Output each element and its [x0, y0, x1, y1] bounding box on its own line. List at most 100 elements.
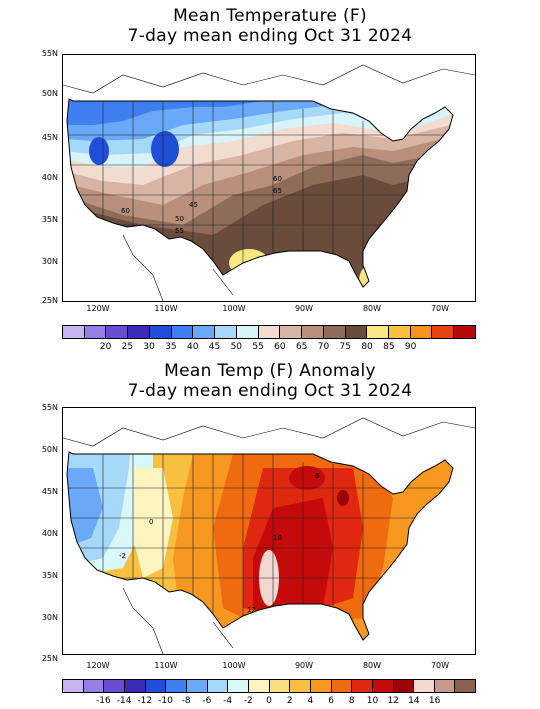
- colorbar-label: 90: [404, 342, 417, 352]
- colorbar-swatch: [323, 326, 346, 338]
- colorbar-swatch: [186, 680, 208, 692]
- colorbar-label: 40: [187, 342, 199, 352]
- colorbar-label: 65: [295, 342, 308, 352]
- colorbar-swatch: [104, 680, 125, 692]
- colorbar-swatch: [280, 326, 303, 338]
- panel2-lon-label: 120W: [86, 661, 110, 670]
- colorbar-swatch: [207, 680, 229, 692]
- colorbar-label: -8: [181, 696, 191, 706]
- colorbar-swatch: [84, 326, 107, 338]
- panel2-title-line1: Mean Temp (F) Anomaly: [164, 361, 376, 381]
- colorbar-label: 16: [428, 696, 441, 706]
- colorbar-label: 2: [286, 696, 293, 706]
- panel1-lat-label: 50N: [41, 89, 58, 98]
- panel2-lat-label: 30N: [41, 613, 58, 622]
- colorbar-swatch: [432, 326, 455, 338]
- contour-label: 45: [189, 201, 198, 209]
- contour-label: 10: [273, 534, 282, 542]
- panel2-lon-label: 80W: [362, 661, 382, 670]
- panel2-lat-label: 35N: [41, 571, 58, 580]
- colorbar-swatch: [290, 680, 311, 692]
- colorbar-label: 45: [208, 342, 221, 352]
- panel1-title-line2: 7-day mean ending Oct 31 2024: [127, 26, 413, 46]
- colorbar-label: -6: [202, 696, 212, 706]
- colorbar-label: 10: [366, 696, 379, 706]
- panel2-map-svg: 6 10 12 0 -2: [63, 408, 475, 654]
- contour-label: 65: [273, 187, 282, 195]
- colorbar-label: 55: [252, 342, 264, 352]
- colorbar-swatch: [228, 680, 249, 692]
- colorbar-label: 20: [99, 342, 112, 352]
- colorbar-label: 0: [266, 696, 272, 706]
- colorbar-label: 14: [408, 696, 420, 706]
- colorbar-label: 80: [361, 342, 373, 352]
- colorbar-label: 35: [165, 342, 177, 352]
- panel1-lat-label: 30N: [41, 257, 58, 266]
- panel1-temperature-map: 60 65 45 50 55 60: [62, 54, 476, 302]
- colorbar-swatch: [149, 326, 172, 338]
- panel1-colorbar: [62, 325, 476, 339]
- colorbar-label: -12: [137, 696, 153, 706]
- colorbar-label: 8: [348, 696, 355, 706]
- colorbar-label: 85: [383, 342, 395, 352]
- colorbar-swatch: [106, 326, 129, 338]
- contour-label: 50: [175, 215, 184, 223]
- colorbar-label: 70: [317, 342, 330, 352]
- panel1-lon-label: 120W: [86, 304, 110, 313]
- colorbar-swatch: [389, 326, 411, 338]
- colorbar-swatch: [145, 680, 167, 692]
- colorbar-swatch: [345, 326, 368, 338]
- contour-label: 12: [247, 606, 256, 614]
- colorbar-swatch: [372, 680, 394, 692]
- colorbar-swatch: [455, 680, 476, 692]
- colorbar-swatch: [302, 326, 324, 338]
- colorbar-label: -2: [243, 696, 253, 706]
- colorbar-label: 50: [230, 342, 243, 352]
- panel1-lon-label: 90W: [294, 304, 314, 313]
- panel2-title-line2: 7-day mean ending Oct 31 2024: [127, 381, 413, 401]
- colorbar-swatch: [269, 680, 291, 692]
- colorbar-swatch: [352, 680, 373, 692]
- colorbar-swatch: [434, 680, 456, 692]
- panel2-lat-label: 45N: [41, 487, 58, 496]
- panel2-lat-label: 40N: [41, 529, 58, 538]
- colorbar-swatch: [83, 680, 105, 692]
- panel1-lat-label: 25N: [41, 296, 58, 305]
- colorbar-swatch: [166, 680, 187, 692]
- panel2-lon-label: 110W: [154, 661, 178, 670]
- panel2-lat-label: 55N: [41, 403, 58, 412]
- contour-label: 55: [175, 227, 184, 235]
- colorbar-swatch: [248, 680, 270, 692]
- colorbar-label: 6: [328, 696, 334, 706]
- panel1-lon-label: 80W: [362, 304, 382, 313]
- panel1-lat-label: 35N: [41, 215, 58, 224]
- panel1-lat-label: 55N: [41, 49, 58, 58]
- colorbar-label: -14: [116, 696, 132, 706]
- colorbar-label: 12: [387, 696, 399, 706]
- colorbar-swatch: [410, 326, 433, 338]
- colorbar-swatch: [171, 326, 194, 338]
- panel1-lat-label: 45N: [41, 133, 58, 142]
- colorbar-swatch: [454, 326, 475, 338]
- colorbar-swatch: [193, 326, 216, 338]
- colorbar-label: -10: [158, 696, 173, 706]
- panel2-lat-label: 25N: [41, 654, 58, 663]
- colorbar-swatch: [124, 680, 146, 692]
- panel2-anomaly-map: 6 10 12 0 -2: [62, 407, 476, 655]
- contour-label: -2: [119, 552, 126, 560]
- panel2-lat-label: 50N: [41, 445, 58, 454]
- colorbar-swatch: [258, 326, 281, 338]
- colorbar-swatch: [331, 680, 353, 692]
- panel2-lon-label: 70W: [430, 661, 450, 670]
- contour-label: 6: [315, 472, 320, 480]
- colorbar-label: -4: [223, 696, 233, 706]
- colorbar-label: 60: [274, 342, 286, 352]
- contour-label: 0: [149, 518, 153, 526]
- colorbar-swatch: [393, 680, 415, 692]
- colorbar-swatch: [63, 326, 85, 338]
- colorbar-label: 30: [143, 342, 155, 352]
- contour-label: 60: [273, 175, 282, 183]
- panel1-map-svg: 60 65 45 50 55 60: [63, 55, 475, 301]
- panel2-lon-label: 90W: [294, 661, 314, 670]
- panel1-lon-label: 100W: [222, 304, 246, 313]
